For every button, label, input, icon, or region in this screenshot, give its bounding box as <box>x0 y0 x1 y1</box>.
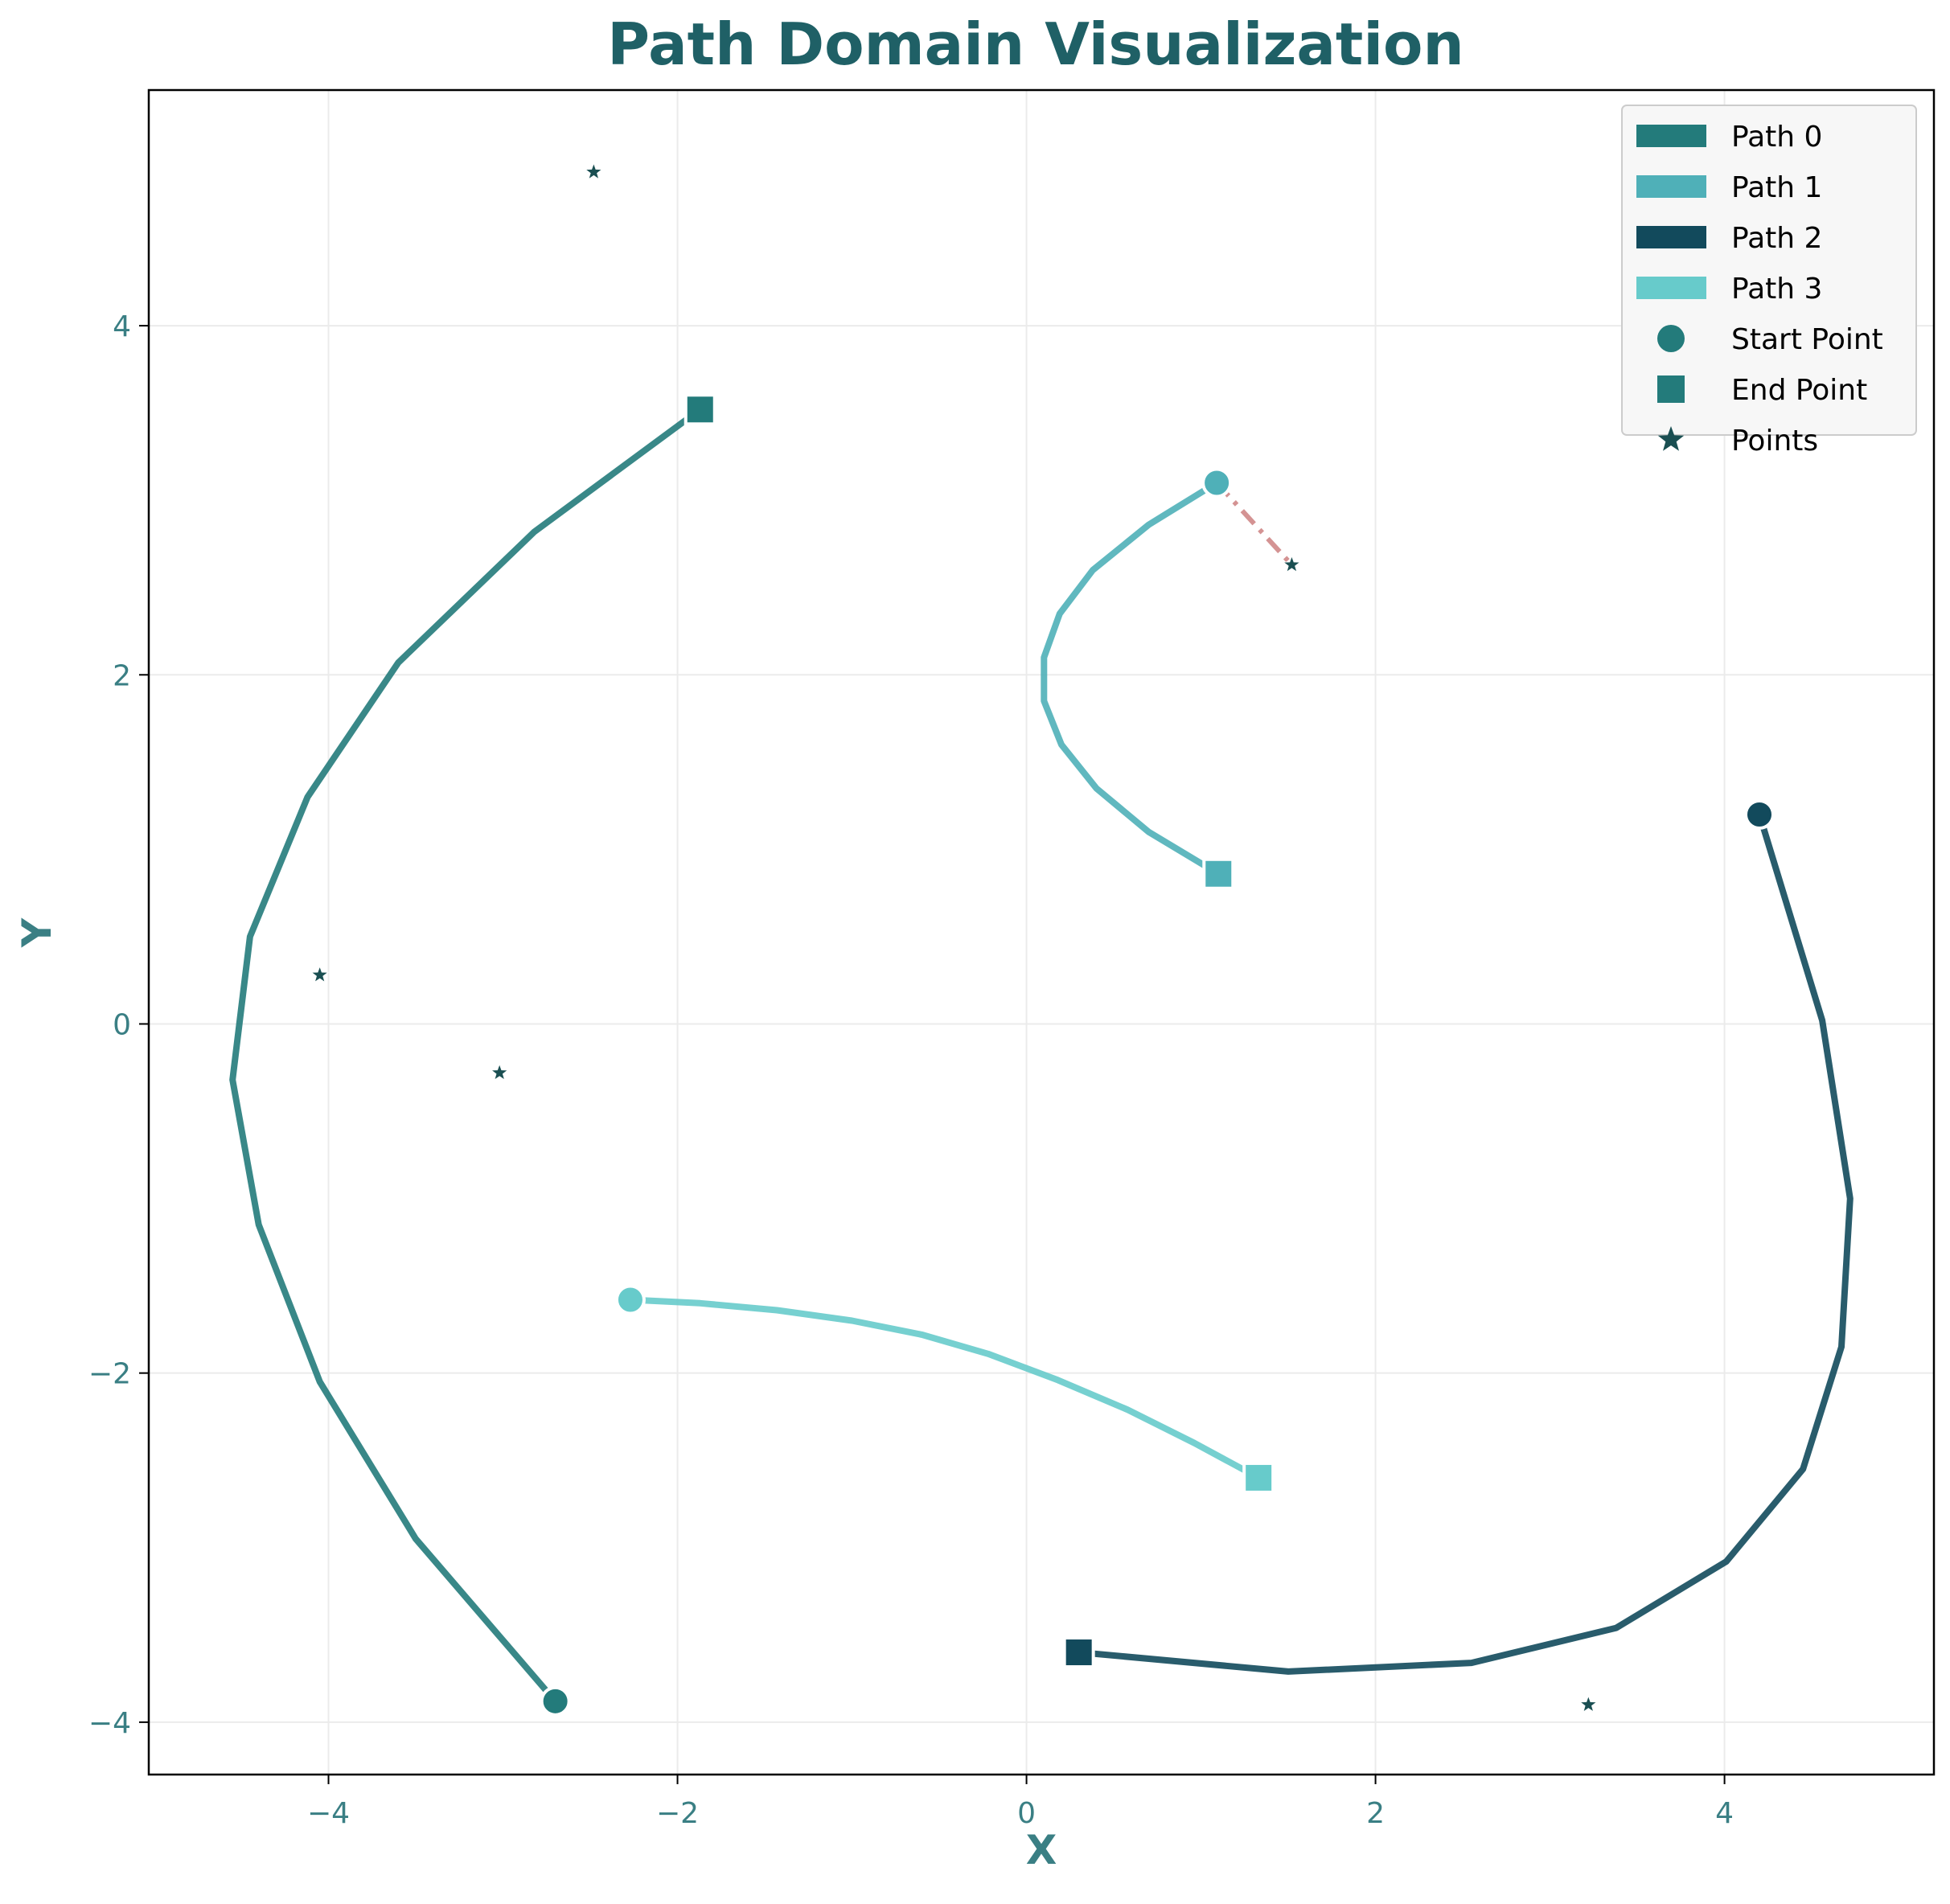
legend-label: Path 3 <box>1731 273 1822 306</box>
end-point-2 <box>1062 1636 1095 1669</box>
legend-marker-end <box>1657 375 1685 403</box>
y-tick-label: 2 <box>113 659 131 692</box>
end-point-3 <box>1242 1461 1275 1494</box>
point-1 <box>310 965 330 983</box>
path-2-line <box>1078 813 1854 1675</box>
x-tick-label: 0 <box>1017 1797 1036 1830</box>
legend-label: Path 0 <box>1731 121 1822 154</box>
legend-swatch-path-0 <box>1636 125 1706 147</box>
end-point-0 <box>684 393 716 426</box>
path-1-line <box>1041 480 1221 877</box>
legend-label: Points <box>1731 425 1818 458</box>
legend-swatch-path-3 <box>1636 277 1706 299</box>
point-3 <box>1282 555 1302 573</box>
start-point-0 <box>540 1685 571 1717</box>
point-0 <box>584 162 604 181</box>
point-4 <box>1578 1694 1599 1713</box>
legend-label: End Point <box>1731 374 1867 407</box>
legend-label: Path 2 <box>1731 222 1822 255</box>
x-tick-label: 2 <box>1366 1797 1385 1830</box>
x-axis: −4 −2 0 2 4 <box>307 1775 1734 1830</box>
x-tick-label: 4 <box>1715 1797 1734 1830</box>
plot-frame <box>147 88 1936 1776</box>
point-2 <box>490 1062 509 1081</box>
legend-marker-start <box>1657 325 1685 352</box>
end-point-1 <box>1202 857 1235 890</box>
y-tick-label: −2 <box>88 1358 131 1391</box>
start-point-2 <box>1743 798 1775 830</box>
x-tick-label: −2 <box>656 1797 699 1830</box>
legend-label: Start Point <box>1731 323 1883 356</box>
legend-marker-points <box>1657 426 1685 451</box>
y-tick-label: −4 <box>88 1707 131 1740</box>
y-tick-label: 4 <box>113 310 131 343</box>
legend-label: Path 1 <box>1731 171 1822 204</box>
marker-layer <box>310 162 1775 1717</box>
x-tick-label: −4 <box>307 1797 350 1830</box>
path-0-line <box>229 407 703 1704</box>
y-tick-label: 0 <box>113 1008 131 1041</box>
y-axis: −4 −2 0 2 4 <box>88 310 149 1740</box>
legend-swatch-path-2 <box>1636 226 1706 248</box>
x-axis-label: X <box>1026 1827 1057 1873</box>
legend: Path 0 Path 1 Path 2 Path 3 Start Point End P… <box>1621 105 1917 458</box>
chart-title: Path Domain Visualization <box>607 10 1464 78</box>
connector-line <box>1214 481 1294 567</box>
legend-swatch-path-1 <box>1636 175 1706 198</box>
start-point-3 <box>614 1284 646 1315</box>
path-3-line <box>630 1296 1261 1481</box>
series-layer <box>229 407 1854 1704</box>
start-point-1 <box>1201 467 1233 499</box>
y-axis-label: Y <box>14 917 60 948</box>
